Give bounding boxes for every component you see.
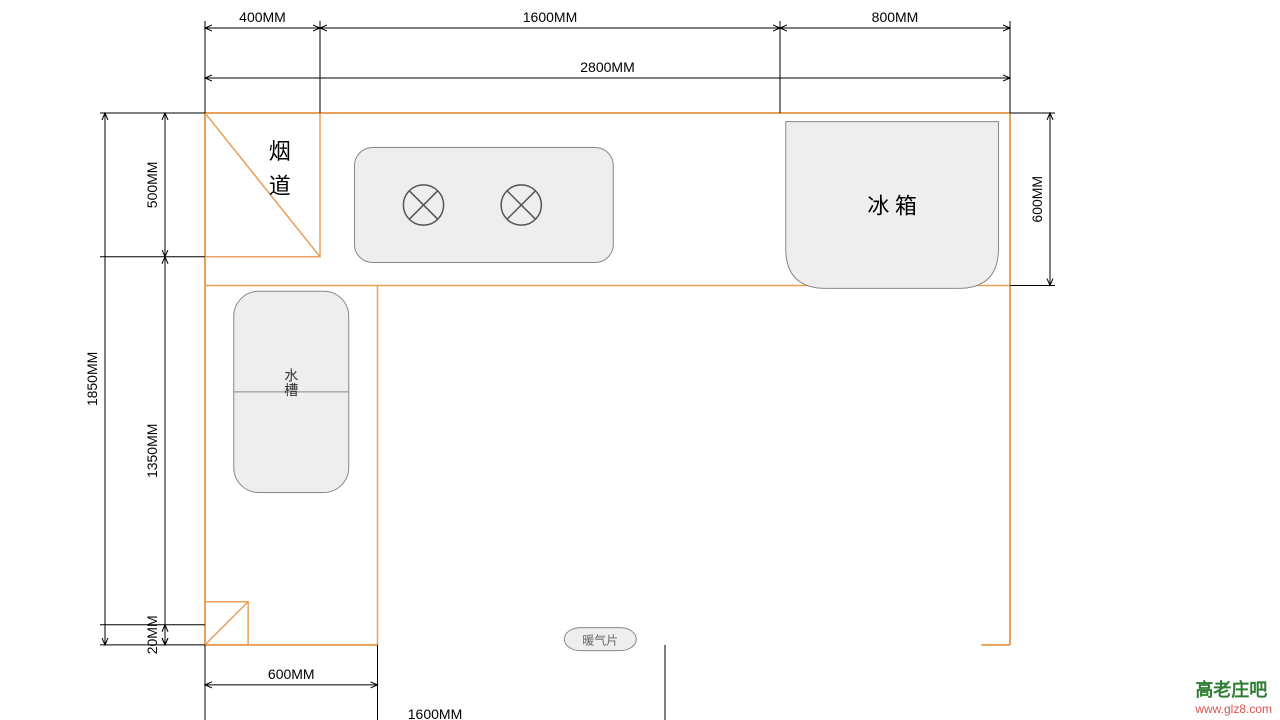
sink-label-2: 槽 <box>284 383 298 399</box>
fridge-label: 冰 箱 <box>867 194 917 219</box>
dim-left-3-label: 1850MM <box>84 352 100 406</box>
dim-top-3-label: 2800MM <box>580 59 634 75</box>
dim-bot-1-label: 1600MM <box>408 706 462 720</box>
floorplan-svg: 烟道冰 箱水槽暖气片 400MM 1600MM 800MM 2800MM 500MM 135… <box>0 0 1280 720</box>
watermark-title: 高老庄吧 <box>1195 676 1272 702</box>
sink-label-1: 水 <box>284 368 298 384</box>
flue-diag <box>205 113 320 257</box>
dim-left-0-label: 500MM <box>144 162 160 209</box>
dim-left-2-label: 20MM <box>144 615 160 654</box>
dim-top-2-label: 800MM <box>872 9 919 25</box>
watermark: 高老庄吧 www.glz8.com <box>1195 676 1272 716</box>
dim-right-0-label: 600MM <box>1029 176 1045 223</box>
radiator-label: 暖气片 <box>582 632 618 647</box>
stove <box>355 148 614 263</box>
watermark-url: www.glz8.com <box>1195 702 1272 716</box>
flue-label-2: 道 <box>269 174 291 199</box>
flue-label-1: 烟 <box>269 139 291 164</box>
small-box-diag <box>205 602 248 645</box>
dim-bot-0-label: 600MM <box>268 666 315 682</box>
dim-top-1-label: 1600MM <box>523 9 577 25</box>
dim-top-0-label: 400MM <box>239 9 286 25</box>
dim-left-1-label: 1350MM <box>144 424 160 478</box>
